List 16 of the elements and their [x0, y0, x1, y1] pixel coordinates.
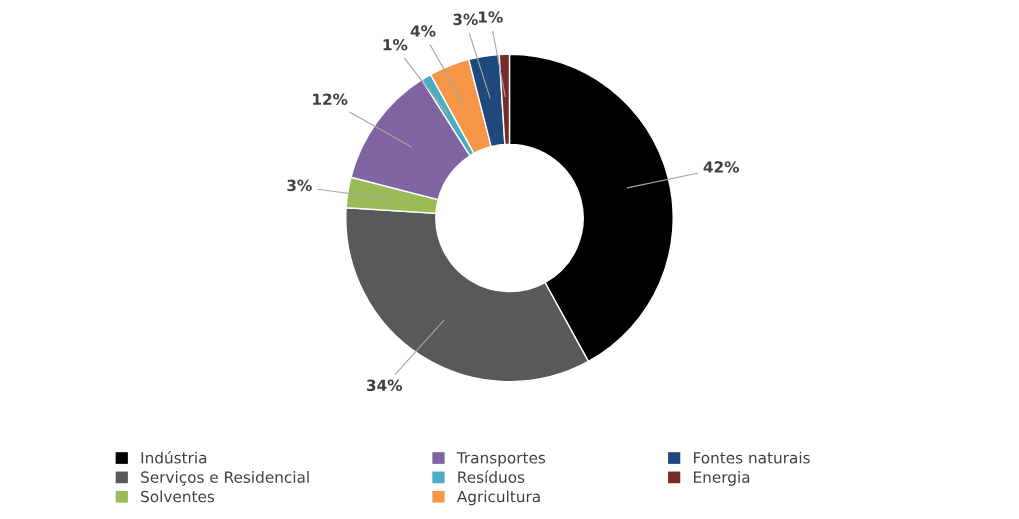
data-label: 4%	[410, 25, 436, 37]
data-label: 1%	[383, 38, 408, 51]
data-label: 3%	[287, 179, 312, 192]
data-label: 42%	[703, 161, 739, 173]
legend-label: Resíduos	[458, 470, 525, 483]
legend-label: Fontes naturais	[694, 451, 810, 464]
legend-label: Solventes	[141, 490, 215, 503]
legend-label: Agricultura	[456, 490, 540, 506]
data-label: 3%	[453, 13, 478, 26]
legend-label: Indústria	[141, 451, 207, 464]
legend-label: Serviços e Residencial	[141, 471, 309, 486]
data-label: 34%	[366, 379, 403, 392]
data-label: 12%	[313, 93, 348, 106]
legend-label: Transportes	[456, 452, 546, 467]
legend-label: Energia	[694, 471, 750, 486]
data-label: 1%	[479, 11, 503, 23]
